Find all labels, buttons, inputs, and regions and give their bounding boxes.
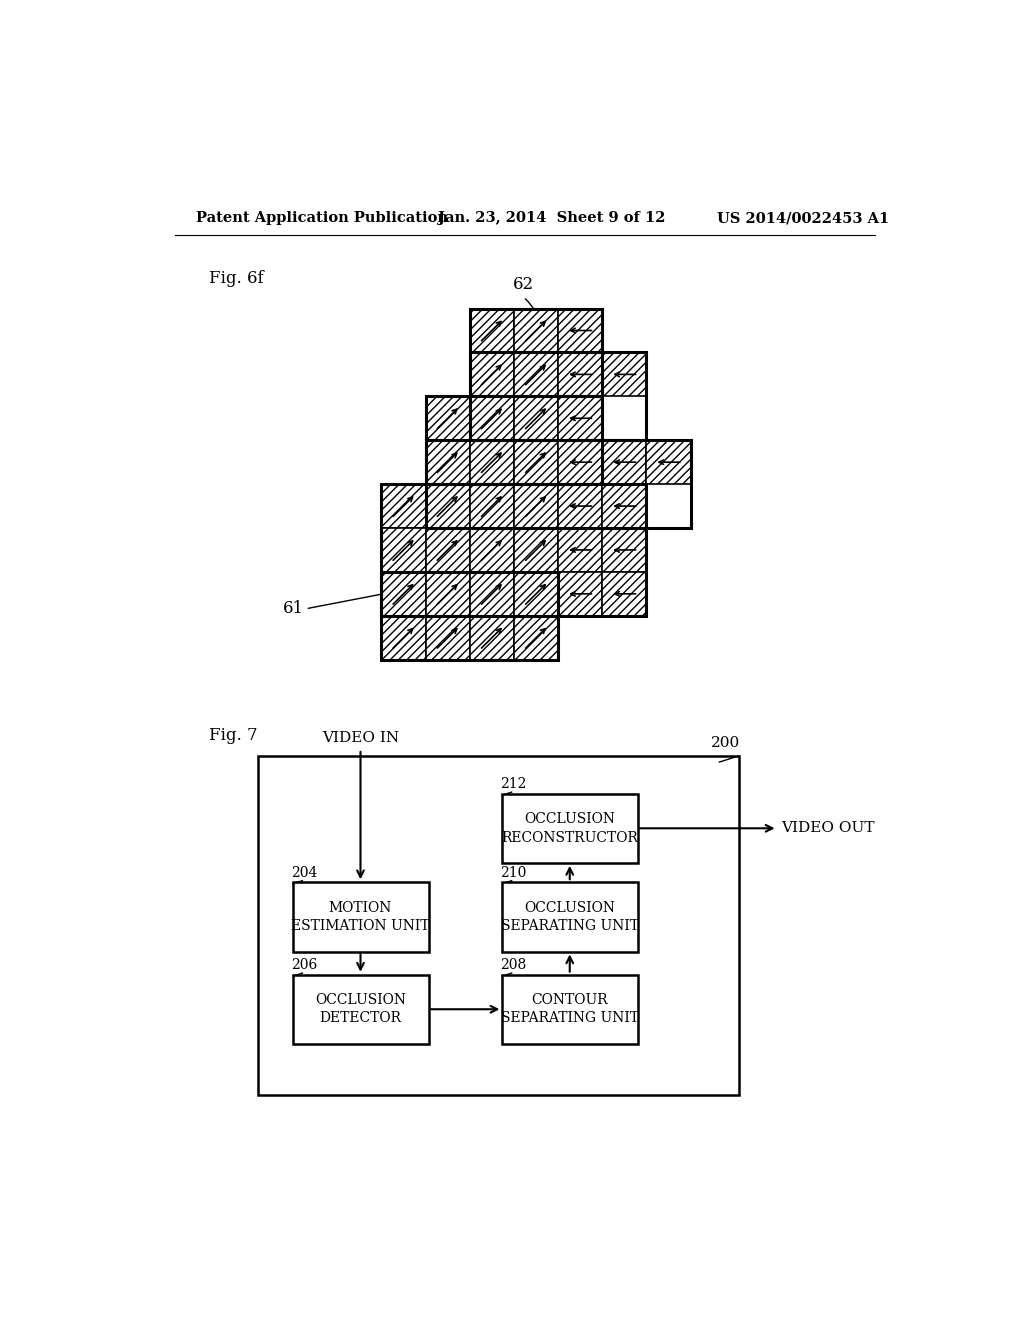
Bar [602, 572, 646, 615]
Bar [646, 441, 690, 484]
Bar [602, 484, 646, 528]
Text: VIDEO IN: VIDEO IN [322, 731, 399, 744]
Bar [558, 484, 602, 528]
Text: OCCLUSION
SEPARATING UNIT: OCCLUSION SEPARATING UNIT [501, 900, 639, 933]
Bar [558, 396, 602, 441]
Bar [426, 528, 470, 572]
Bar [602, 441, 646, 484]
Bar [514, 615, 558, 660]
Bar [503, 793, 638, 863]
Bar [426, 441, 690, 528]
Bar [470, 309, 602, 396]
Bar [426, 572, 470, 615]
Text: Fig. 7: Fig. 7 [209, 726, 258, 743]
Bar [602, 352, 646, 396]
Bar [381, 528, 426, 572]
Bar [470, 528, 514, 572]
Text: CONTOUR
SEPARATING UNIT: CONTOUR SEPARATING UNIT [501, 993, 639, 1026]
Bar [381, 484, 646, 615]
Bar [503, 974, 638, 1044]
Text: Jan. 23, 2014  Sheet 9 of 12: Jan. 23, 2014 Sheet 9 of 12 [438, 211, 666, 226]
Text: MOTION
ESTIMATION UNIT: MOTION ESTIMATION UNIT [291, 900, 430, 933]
Bar [514, 309, 558, 352]
Bar [470, 572, 514, 615]
Bar [558, 441, 602, 484]
Bar [514, 528, 558, 572]
Text: VIDEO OUT: VIDEO OUT [781, 821, 874, 836]
Text: 206: 206 [291, 958, 317, 973]
Text: Fig. 6f: Fig. 6f [209, 271, 264, 286]
Text: 61: 61 [283, 601, 304, 618]
Bar [426, 615, 470, 660]
Text: 200: 200 [711, 735, 740, 750]
Bar [426, 484, 470, 528]
Text: 212: 212 [500, 777, 526, 792]
Bar [293, 974, 429, 1044]
Bar [470, 396, 514, 441]
Text: 62: 62 [513, 276, 534, 293]
Bar [426, 396, 470, 441]
Bar [293, 882, 429, 952]
Text: US 2014/0022453 A1: US 2014/0022453 A1 [717, 211, 889, 226]
Bar [426, 396, 602, 484]
Bar [558, 528, 602, 572]
Bar [470, 309, 514, 352]
Bar [381, 572, 426, 615]
Text: OCCLUSION
RECONSTRUCTOR: OCCLUSION RECONSTRUCTOR [502, 812, 638, 845]
Text: 204: 204 [291, 866, 317, 880]
Bar [503, 882, 638, 952]
Bar [426, 441, 470, 484]
Text: 210: 210 [500, 866, 526, 880]
Bar [470, 615, 514, 660]
Bar [514, 441, 558, 484]
Text: 208: 208 [500, 958, 526, 973]
Bar [514, 572, 558, 615]
Bar [470, 441, 514, 484]
Bar [258, 756, 738, 1094]
Bar [470, 484, 514, 528]
Bar [558, 572, 602, 615]
Text: OCCLUSION
DETECTOR: OCCLUSION DETECTOR [315, 993, 406, 1026]
Bar [602, 528, 646, 572]
Text: Patent Application Publication: Patent Application Publication [197, 211, 449, 226]
Bar [470, 352, 514, 396]
Bar [558, 352, 602, 396]
Bar [558, 309, 602, 352]
Bar [381, 484, 426, 528]
Bar [514, 396, 558, 441]
Bar [514, 352, 558, 396]
Bar [514, 484, 558, 528]
Bar [381, 615, 426, 660]
Bar [381, 572, 558, 660]
Bar [470, 352, 646, 441]
